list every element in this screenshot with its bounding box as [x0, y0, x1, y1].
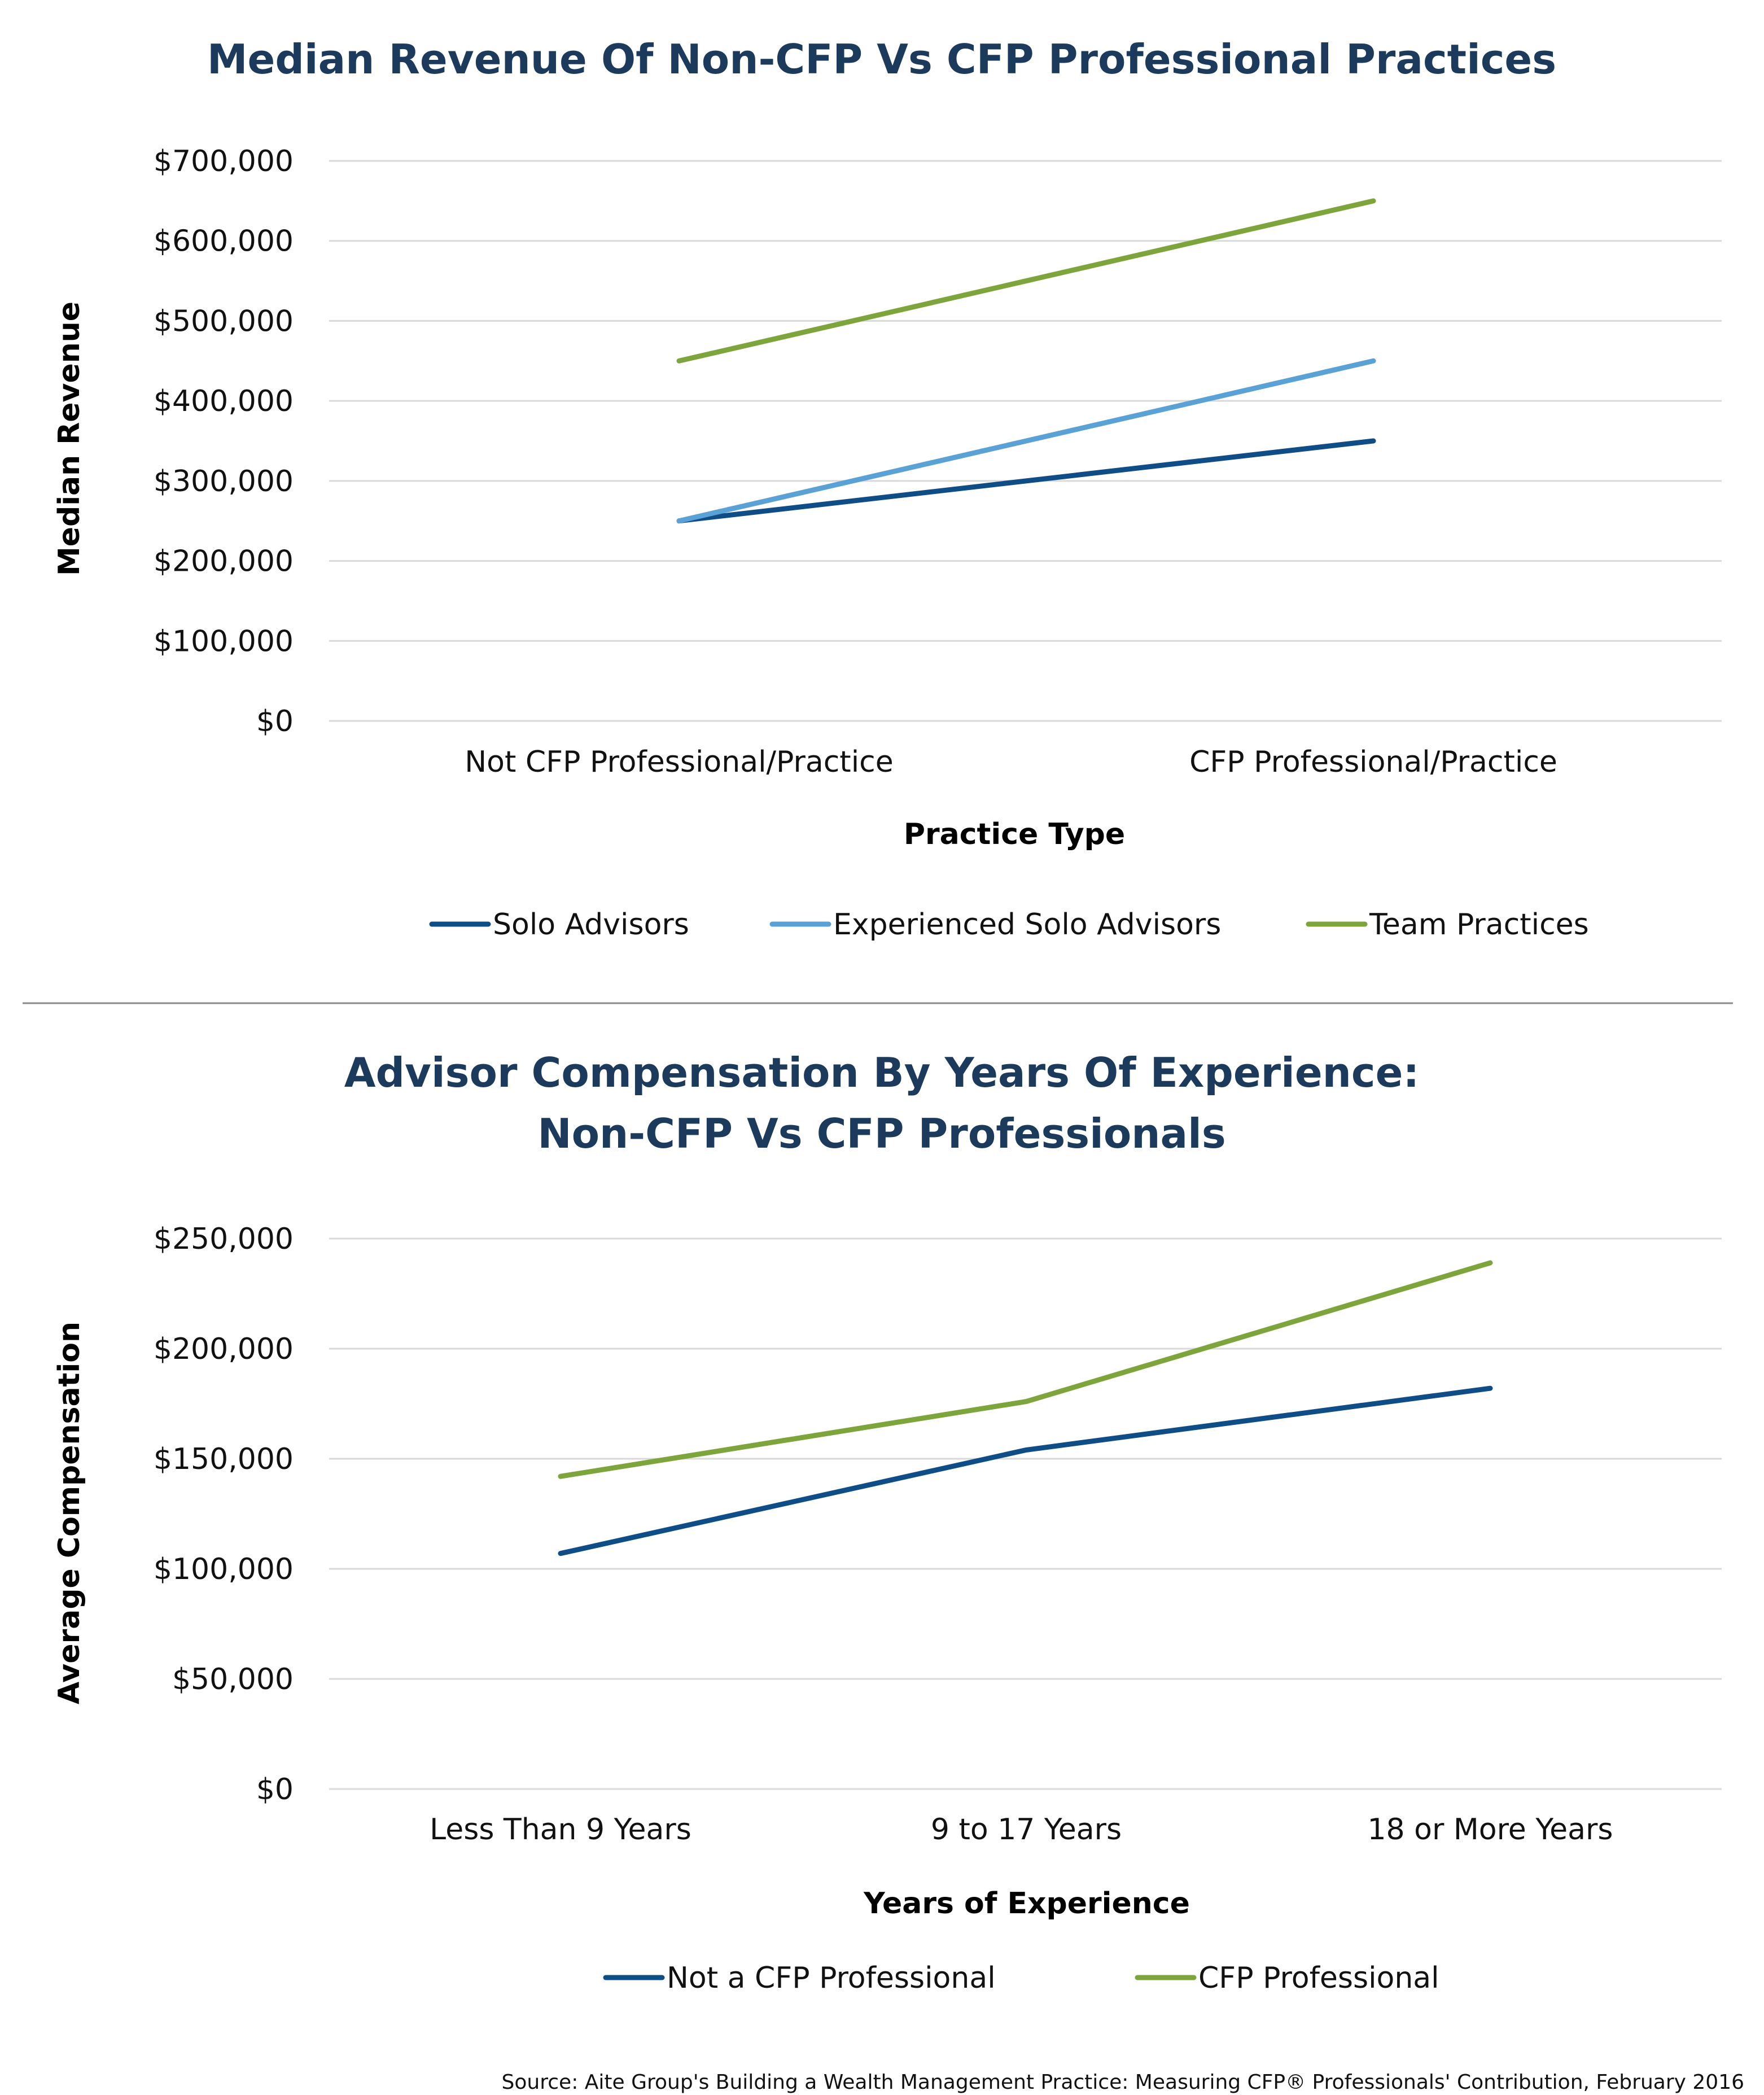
series-line-not-a-cfp-professional	[558, 1385, 1493, 1556]
y-tick-labels: $0 $50,000 $100,000 $150,000 $200,000 $250,00…	[154, 1222, 294, 1807]
series-line-team-practices	[676, 198, 1376, 364]
x-axis-title: Years of Experience	[863, 1887, 1190, 1921]
y-tick-label: $100,000	[154, 624, 294, 658]
y-tick-label: $600,000	[154, 225, 294, 259]
series-line-experienced-solo-advisors	[676, 358, 1376, 524]
y-tick-label: $700,000	[154, 145, 294, 178]
x-tick-labels: Not CFP Professional/Practice CFP Profess…	[465, 745, 1557, 779]
y-tick-label: $400,000	[154, 384, 294, 418]
y-tick-labels: $0 $100,000 $200,000 $300,000 $400,000 $500,0…	[154, 145, 294, 738]
y-tick-label: $150,000	[154, 1442, 294, 1476]
x-tick-labels: Less Than 9 Years 9 to 17 Years 18 or More…	[430, 1813, 1613, 1847]
legend-label: CFP Professional	[1198, 1961, 1439, 1995]
x-tick-label: 9 to 17 Years	[931, 1813, 1122, 1847]
legend: Solo Advisors Experienced Solo Advisors Te…	[429, 908, 1589, 942]
source-note: Source: Aite Group's Building a Wealth M…	[502, 2071, 1744, 2094]
legend-label: Not a CFP Professional	[667, 1961, 996, 1995]
y-tick-label: $250,000	[154, 1222, 294, 1256]
median-revenue-chart: Median Revenue Of Non-CFP Vs CFP Profess…	[52, 36, 1722, 942]
x-axis-title: Practice Type	[904, 817, 1125, 851]
y-tick-label: $50,000	[172, 1663, 294, 1696]
chart-title: Median Revenue Of Non-CFP Vs CFP Profess…	[207, 36, 1556, 83]
chart-subtitle: Non-CFP Vs CFP Professionals	[537, 1110, 1225, 1157]
series-layer	[676, 198, 1376, 524]
y-tick-label: $200,000	[154, 1332, 294, 1366]
legend-label: Solo Advisors	[493, 908, 689, 942]
series-line-cfp-professional	[558, 1260, 1493, 1479]
y-tick-label: $0	[256, 1773, 294, 1807]
y-axis-title: Median Revenue	[52, 301, 86, 576]
x-tick-label: Less Than 9 Years	[430, 1813, 691, 1847]
x-tick-label: 18 or More Years	[1367, 1813, 1613, 1847]
chart-title: Advisor Compensation By Years Of Experie…	[344, 1049, 1419, 1096]
legend-label: Team Practices	[1369, 908, 1589, 942]
series-line-solo-advisors	[676, 438, 1376, 524]
y-tick-label: $300,000	[154, 465, 294, 498]
advisor-compensation-chart: Advisor Compensation By Years Of Experie…	[52, 1049, 1722, 1995]
grid-layer	[329, 1237, 1722, 1790]
grid-layer	[329, 160, 1722, 722]
y-tick-label: $200,000	[154, 545, 294, 579]
y-tick-label: $0	[256, 705, 294, 738]
y-tick-label: $100,000	[154, 1552, 294, 1586]
series-layer	[558, 1260, 1493, 1556]
y-axis-title: Average Compensation	[52, 1322, 86, 1704]
x-tick-label: Not CFP Professional/Practice	[465, 745, 893, 779]
legend: Not a CFP Professional CFP Professional	[603, 1961, 1439, 1995]
y-tick-label: $500,000	[154, 304, 294, 338]
legend-label: Experienced Solo Advisors	[833, 908, 1221, 942]
x-tick-label: CFP Professional/Practice	[1189, 745, 1557, 779]
